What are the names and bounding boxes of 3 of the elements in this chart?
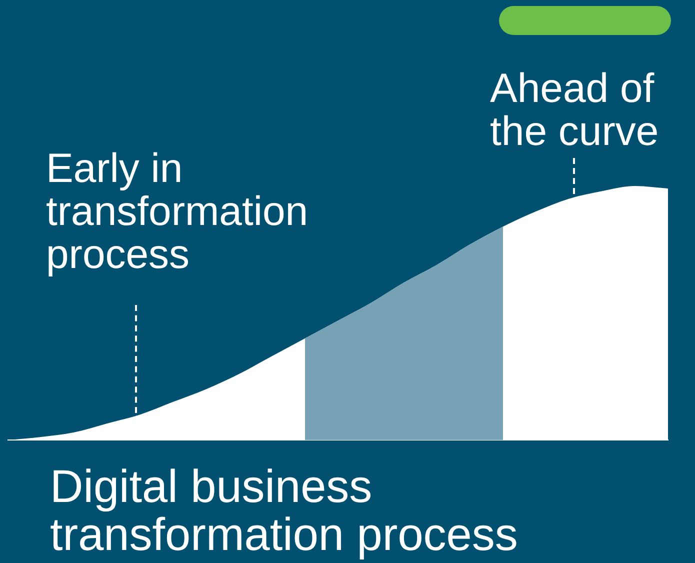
annotation: Early in transformation process (46, 145, 310, 277)
text: Ahead of the curve (490, 65, 660, 154)
x-axis-title: Digital business transformation process (50, 460, 519, 560)
